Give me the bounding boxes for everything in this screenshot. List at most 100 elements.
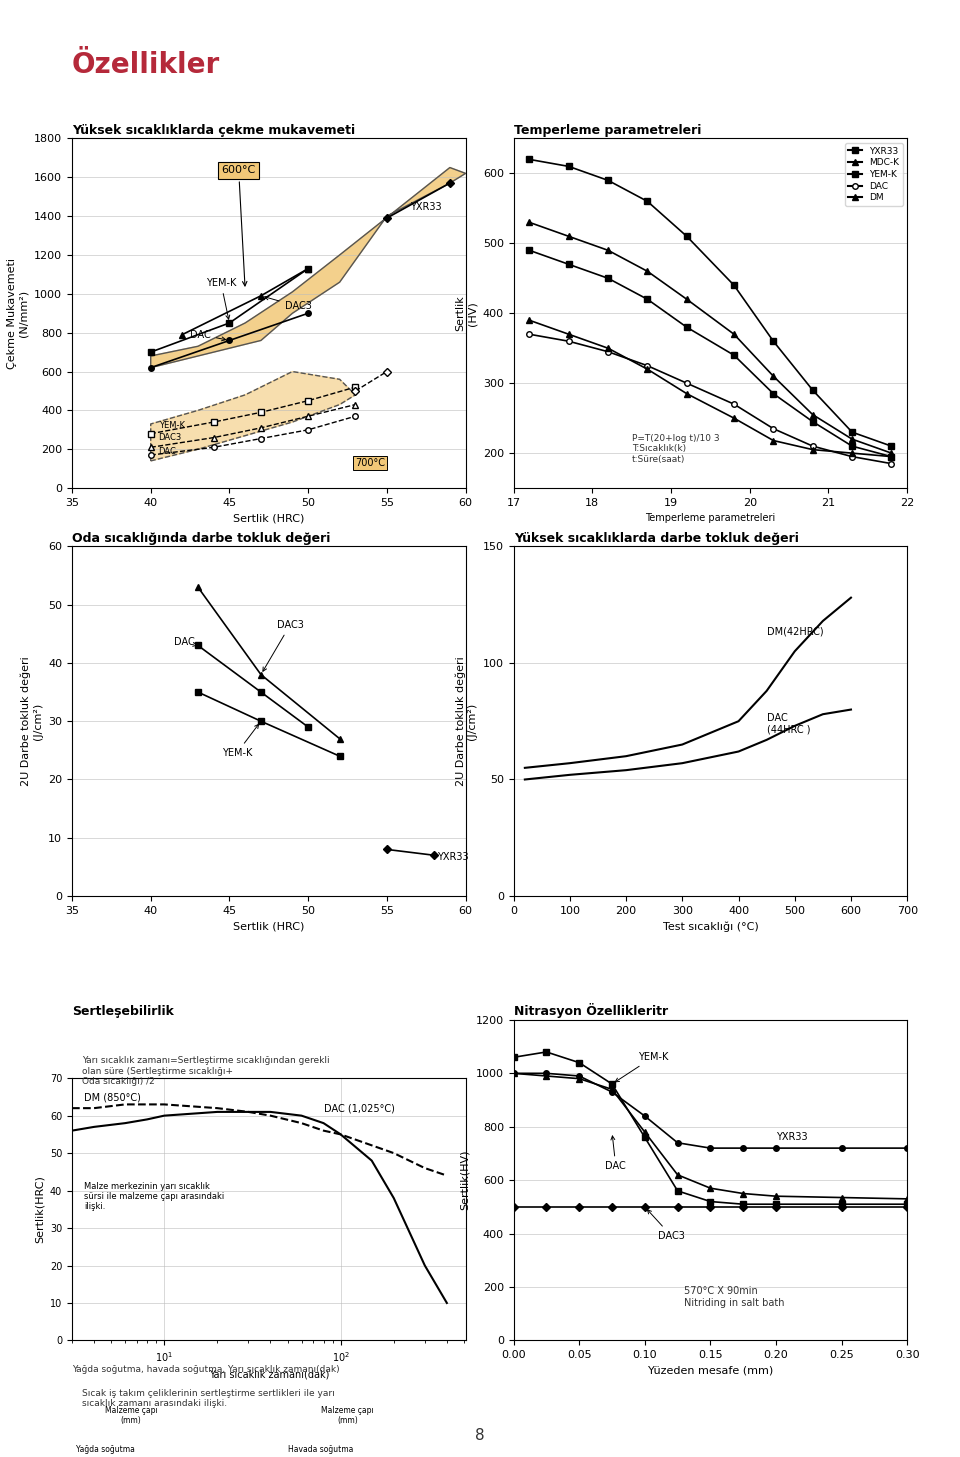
Y-axis label: Çekme Mukavemeti
(N/mm²): Çekme Mukavemeti (N/mm²) xyxy=(7,258,29,369)
DAC xyxy=(639,1123,651,1141)
Line: DAC3: DAC3 xyxy=(511,1203,910,1209)
X-axis label: Yüzeden mesafe (mm): Yüzeden mesafe (mm) xyxy=(648,1365,773,1375)
Text: Yüksek sıcaklıklarda darbe tokluk değeri: Yüksek sıcaklıklarda darbe tokluk değeri xyxy=(514,532,799,545)
Text: DAC3: DAC3 xyxy=(158,434,181,443)
DAC xyxy=(886,455,898,472)
Text: P=T(20+log t)/10 3
T:Sıcaklık(k)
t:Süre(saat): P=T(20+log t)/10 3 T:Sıcaklık(k) t:Süre(… xyxy=(632,434,719,463)
DAC xyxy=(729,395,740,412)
YXR33 xyxy=(886,437,898,455)
Text: 600°C: 600°C xyxy=(222,166,255,286)
DM xyxy=(641,360,653,377)
Text: YEM-K: YEM-K xyxy=(158,421,184,430)
YXR33 xyxy=(563,157,574,175)
DAC xyxy=(770,1187,781,1205)
DM xyxy=(886,447,898,465)
DAC xyxy=(836,1189,848,1206)
YEM-K xyxy=(768,385,780,402)
YEM-K xyxy=(602,270,613,287)
YXR33 xyxy=(681,227,692,245)
YXR33 xyxy=(602,172,613,189)
Polygon shape xyxy=(151,168,466,367)
Polygon shape xyxy=(151,372,355,460)
YEM-K xyxy=(836,1195,848,1212)
DAC xyxy=(901,1190,913,1208)
Text: Malze merkezinin yarı sıcaklık
sürsi ile malzeme çapı arasındaki
ilişki.: Malze merkezinin yarı sıcaklık sürsi ile… xyxy=(84,1182,224,1211)
Line: DM: DM xyxy=(527,318,894,459)
YXR33 xyxy=(641,192,653,210)
Line: YEM-K: YEM-K xyxy=(527,248,894,459)
DAC3 xyxy=(836,1198,848,1215)
Text: YEM-K: YEM-K xyxy=(205,278,236,319)
YEM-K xyxy=(508,1049,519,1067)
Text: DAC
(44HRC ): DAC (44HRC ) xyxy=(767,714,810,734)
DAC xyxy=(737,1185,749,1202)
YEM-K xyxy=(639,1129,651,1147)
Text: Yüksek sıcaklıklarda çekme mukavemeti: Yüksek sıcaklıklarda çekme mukavemeti xyxy=(72,124,355,137)
Text: Temperleme parametreleri: Temperleme parametreleri xyxy=(514,124,701,137)
YEM-K xyxy=(737,1195,749,1212)
YEM-K xyxy=(807,412,819,430)
MDC-K xyxy=(847,430,858,447)
DAC xyxy=(607,1081,618,1099)
DAC xyxy=(807,437,819,455)
MDC-K xyxy=(807,407,819,424)
Y-axis label: Sertlik
(HV): Sertlik (HV) xyxy=(456,296,477,331)
YXR33 xyxy=(508,1065,519,1083)
DAC3 xyxy=(770,1198,781,1215)
MDC-K xyxy=(681,290,692,307)
DAC xyxy=(508,1065,519,1083)
Text: Oda sıcaklığında darbe tokluk değeri: Oda sıcaklığında darbe tokluk değeri xyxy=(72,532,330,545)
DM xyxy=(768,431,780,449)
YXR33 xyxy=(807,382,819,399)
Text: Havada soğutma: Havada soğutma xyxy=(288,1445,354,1454)
Line: YXR33: YXR33 xyxy=(527,156,894,449)
Y-axis label: 2U Darbe tokluk değeri
(J/cm²): 2U Darbe tokluk değeri (J/cm²) xyxy=(455,656,477,787)
X-axis label: Sertlik (HRC): Sertlik (HRC) xyxy=(233,921,304,931)
Text: Yağda soğutma, havada soğutma, Yarı sıcaklık zamanı(dak): Yağda soğutma, havada soğutma, Yarı sıca… xyxy=(72,1365,340,1374)
Text: Özellikler: Özellikler xyxy=(72,51,220,79)
Line: YXR33: YXR33 xyxy=(511,1071,910,1151)
YEM-K xyxy=(672,1182,684,1199)
YEM-K xyxy=(886,447,898,465)
MDC-K xyxy=(729,325,740,342)
DAC xyxy=(540,1067,552,1084)
Line: YEM-K: YEM-K xyxy=(511,1049,910,1206)
X-axis label: Test sıcaklığı (°C): Test sıcaklığı (°C) xyxy=(662,921,758,932)
Text: Sertleşebilirlik: Sertleşebilirlik xyxy=(72,1005,174,1018)
YXR33 xyxy=(737,1139,749,1157)
Text: YXR33: YXR33 xyxy=(437,852,468,863)
YXR33 xyxy=(540,1065,552,1083)
YXR33 xyxy=(901,1139,913,1157)
DAC xyxy=(768,420,780,437)
YEM-K xyxy=(847,437,858,455)
DAC3 xyxy=(901,1198,913,1215)
YXR33 xyxy=(770,1139,781,1157)
YEM-K xyxy=(705,1193,716,1211)
X-axis label: Yarı sıcaklık zamanı(dak): Yarı sıcaklık zamanı(dak) xyxy=(208,1370,329,1380)
YXR33 xyxy=(639,1107,651,1125)
DAC xyxy=(563,332,574,350)
DAC3 xyxy=(607,1198,618,1215)
MDC-K xyxy=(768,367,780,385)
Text: SICAK İŞ TAKIM ÇELİKLERİ: SICAK İŞ TAKIM ÇELİKLERİ xyxy=(12,769,24,921)
DM xyxy=(563,325,574,342)
YXR33 xyxy=(847,424,858,441)
DM xyxy=(523,312,535,329)
Text: YEM-K: YEM-K xyxy=(615,1052,668,1083)
YXR33 xyxy=(729,277,740,294)
Text: DAC: DAC xyxy=(190,329,226,341)
Y-axis label: Sertlik(HV): Sertlik(HV) xyxy=(460,1150,470,1211)
DAC xyxy=(602,342,613,360)
DAC3 xyxy=(672,1198,684,1215)
Text: DM(42HRC): DM(42HRC) xyxy=(767,627,824,637)
DAC3 xyxy=(540,1198,552,1215)
DM xyxy=(847,444,858,462)
YEM-K xyxy=(607,1075,618,1093)
Text: DAC (1,025°C): DAC (1,025°C) xyxy=(324,1104,395,1115)
DAC3 xyxy=(508,1198,519,1215)
Text: Malzeme çapı
(mm): Malzeme çapı (mm) xyxy=(105,1406,157,1425)
Text: 700°C: 700°C xyxy=(355,457,385,468)
DAC3 xyxy=(705,1198,716,1215)
Text: DAC3: DAC3 xyxy=(263,621,303,672)
Line: DAC: DAC xyxy=(511,1071,910,1202)
